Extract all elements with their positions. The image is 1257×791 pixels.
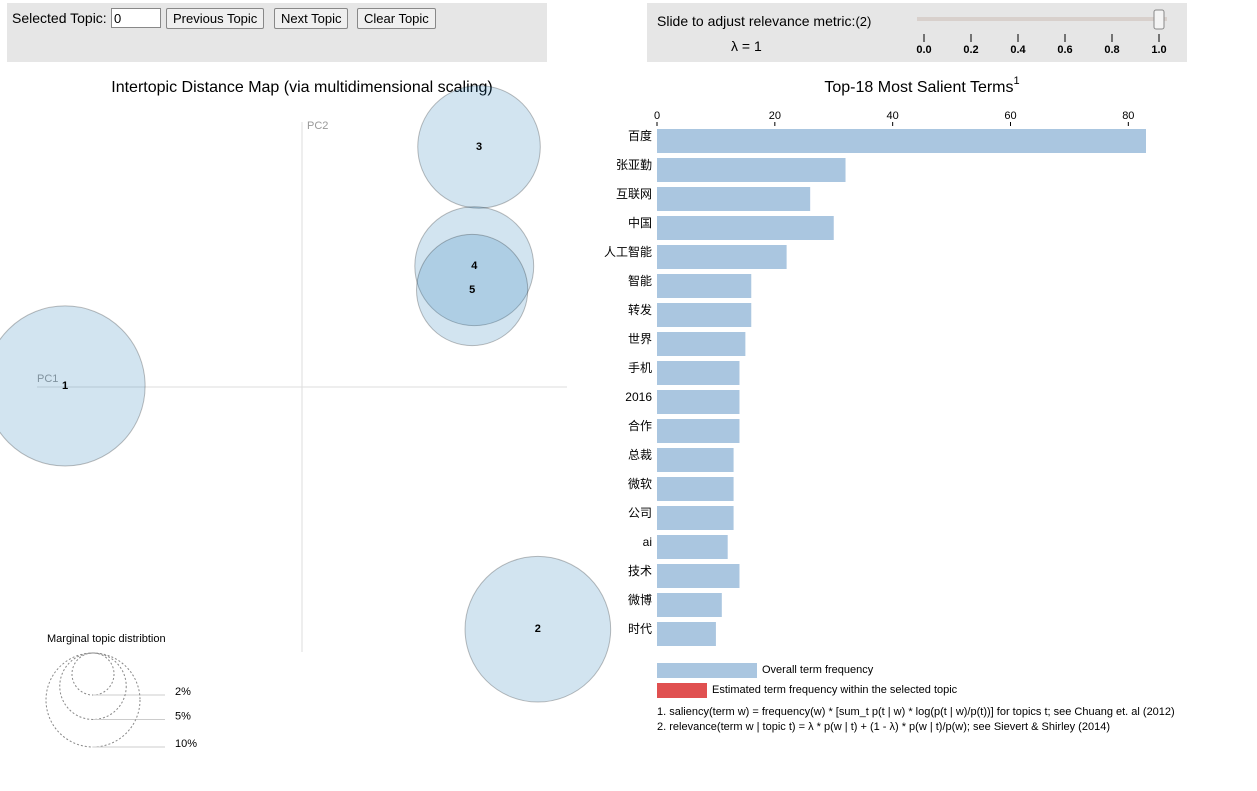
term-label: ai — [643, 535, 652, 549]
topic-bubble[interactable] — [0, 305, 146, 467]
term-bar[interactable] — [657, 245, 787, 269]
term-bar[interactable] — [657, 332, 746, 356]
slider-tick-label: 0.8 — [1104, 44, 1119, 56]
term-label: 转发 — [628, 302, 652, 317]
chart-title-note: 1 — [1014, 75, 1020, 87]
slider-tick-label: 0.4 — [1010, 44, 1026, 56]
topic-label: 3 — [476, 141, 482, 153]
slider-tick-label: 1.0 — [1151, 44, 1166, 56]
term-label: 合作 — [628, 418, 652, 433]
size-legend-circle — [59, 652, 127, 720]
topic-bubble[interactable] — [414, 206, 535, 327]
size-legend-title: Marginal topic distribtion — [47, 633, 166, 645]
term-bar[interactable] — [657, 390, 740, 414]
slider-tick-label: 0.0 — [916, 44, 931, 56]
x-tick-label: 80 — [1122, 110, 1134, 122]
legend-swatch — [657, 663, 757, 678]
x-tick-label: 60 — [1004, 110, 1016, 122]
size-legend-label: 10% — [175, 738, 197, 750]
topic-label: 4 — [471, 260, 478, 272]
bubbles — [0, 85, 612, 703]
term-label: 智能 — [628, 273, 652, 288]
term-label: 技术 — [628, 564, 652, 578]
term-label: 公司 — [628, 506, 652, 520]
term-label: 张亚勤 — [616, 158, 652, 172]
topic-label: 5 — [469, 284, 475, 296]
legend-label: Overall term frequency — [762, 664, 874, 676]
term-label: 世界 — [628, 332, 652, 346]
term-label: 人工智能 — [604, 244, 652, 259]
legend-label: Estimated term frequency within the sele… — [712, 684, 958, 696]
term-bar[interactable] — [657, 622, 716, 646]
slider-tick-label: 0.2 — [963, 44, 978, 56]
slider-text: Slide to adjust relevance metric: — [657, 13, 856, 29]
x-tick-label: 20 — [769, 110, 781, 122]
slider-tick-label: 0.6 — [1057, 44, 1072, 56]
x-axis-label: PC1 — [37, 373, 58, 385]
term-label: 2016 — [625, 390, 652, 404]
slider-label: Slide to adjust relevance metric:(2) — [657, 13, 871, 29]
size-legend-label: 2% — [175, 686, 191, 698]
size-legend-circle — [45, 652, 141, 748]
slider-note: (2) — [855, 14, 872, 29]
term-label: 总裁 — [628, 448, 652, 462]
y-axis-label: PC2 — [307, 120, 328, 132]
term-bar[interactable] — [657, 216, 834, 240]
term-bar[interactable] — [657, 187, 811, 211]
footnote: 1. saliency(term w) = frequency(w) * [su… — [657, 706, 1175, 718]
slider-panel — [647, 3, 1187, 62]
topic-input[interactable] — [111, 8, 161, 28]
term-label: 手机 — [628, 361, 652, 375]
term-bar[interactable] — [657, 158, 846, 182]
term-bar[interactable] — [657, 535, 728, 559]
term-bar[interactable] — [657, 506, 734, 530]
prev-button[interactable]: Previous Topic — [166, 8, 265, 29]
term-bar[interactable] — [657, 419, 740, 443]
chart-title: Top-18 Most Salient Terms1 — [824, 75, 1019, 96]
topic-bubble[interactable] — [417, 85, 541, 209]
topic-label: Selected Topic: — [12, 10, 107, 26]
term-label: 互联网 — [616, 187, 652, 201]
topic-label: 2 — [535, 623, 541, 635]
lambda-label: λ = 1 — [731, 38, 762, 54]
term-bar[interactable] — [657, 593, 722, 617]
term-bar[interactable] — [657, 361, 740, 385]
x-tick-label: 0 — [654, 110, 660, 122]
term-label: 中国 — [628, 215, 652, 230]
term-bar[interactable] — [657, 274, 752, 298]
term-label: 百度 — [628, 128, 652, 143]
topic-bubble[interactable] — [464, 555, 612, 703]
term-label: 微博 — [628, 592, 652, 607]
term-label: 微软 — [628, 477, 652, 491]
chart-title: Intertopic Distance Map (via multidimens… — [111, 79, 493, 96]
size-legend-label: 5% — [175, 710, 191, 722]
x-tick-label: 40 — [887, 110, 899, 122]
topic-bubble[interactable] — [416, 233, 529, 347]
clear-button[interactable]: Clear Topic — [357, 8, 436, 29]
term-label: 时代 — [628, 622, 652, 636]
chart-title-text: Top-18 Most Salient Terms — [824, 79, 1013, 96]
term-bar[interactable] — [657, 477, 734, 501]
term-bar[interactable] — [657, 303, 752, 327]
size-legend-circle — [71, 652, 115, 696]
term-bar[interactable] — [657, 129, 1146, 153]
next-button[interactable]: Next Topic — [274, 8, 349, 29]
legend-swatch — [657, 683, 707, 698]
term-bar[interactable] — [657, 564, 740, 588]
footnote: 2. relevance(term w | topic t) = λ * p(w… — [657, 721, 1110, 733]
topic-label: 1 — [62, 380, 68, 392]
slider-thumb[interactable] — [1153, 9, 1165, 30]
term-bar[interactable] — [657, 448, 734, 472]
